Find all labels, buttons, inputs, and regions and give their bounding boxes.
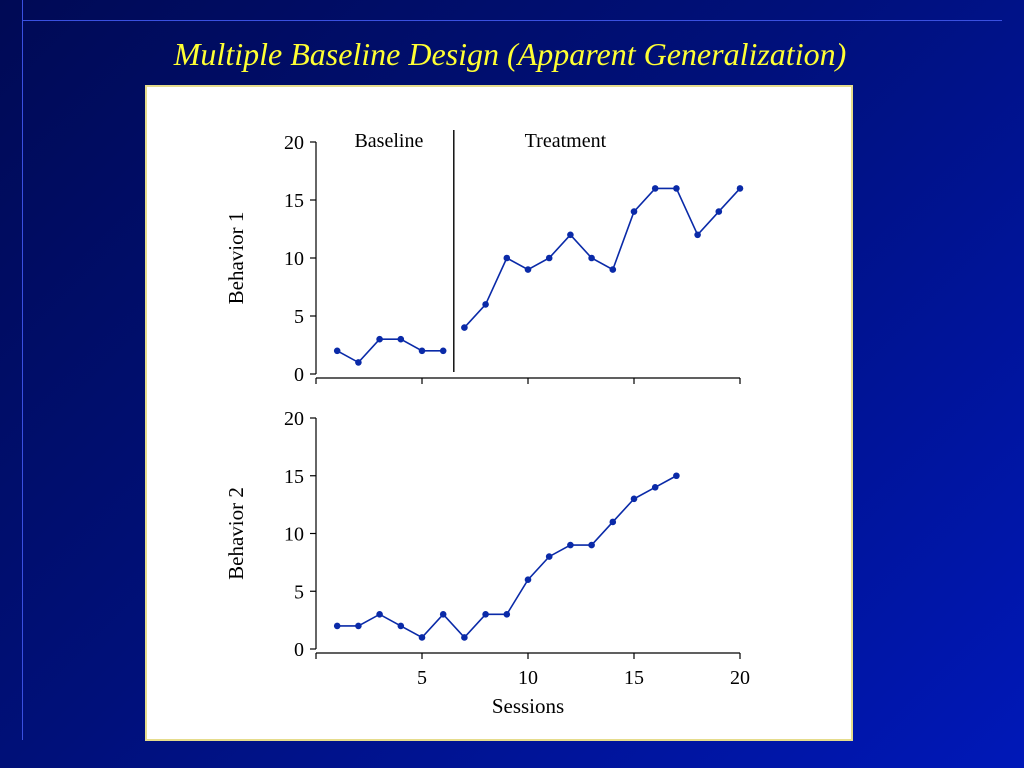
chart-panel: 0 5 10 15 20 Behavior 1 Baseline Treatment 0 5 10 1… <box>145 85 853 741</box>
chart2-y-axis-label: Behavior 2 <box>224 487 248 580</box>
chart2-y-tick-label: 15 <box>284 466 304 488</box>
chart1-y-tick-label: 20 <box>284 132 304 154</box>
chart2-data-point <box>397 622 405 630</box>
slide-title: Multiple Baseline Design (Apparent Gener… <box>173 36 847 72</box>
chart2-data-point <box>609 518 617 526</box>
chart1-y-tick-label: 0 <box>294 364 304 386</box>
chart2-x-axis-label: Sessions <box>492 694 564 718</box>
chart1-series-line <box>463 187 741 329</box>
chart1-data-point <box>588 254 595 262</box>
chart1-data-point <box>651 185 659 192</box>
chart1-data-point <box>545 254 553 262</box>
chart1-data-point <box>736 185 744 192</box>
chart2-data-point <box>503 611 511 618</box>
chart2-y-tick-label: 5 <box>294 581 304 603</box>
chart1-y-tick-label: 10 <box>284 248 304 270</box>
chart2-x-tick-label: 5 <box>417 667 427 689</box>
slide-left-rule <box>22 0 23 740</box>
chart2-data-point <box>651 484 659 491</box>
chart2-data-point <box>673 472 680 480</box>
chart2-data-point <box>355 622 362 630</box>
chart1-data-point <box>418 347 426 355</box>
chart2-data-point <box>439 611 447 618</box>
chart2-data-point <box>545 553 553 560</box>
chart1-phase-label-baseline: Baseline <box>354 130 423 152</box>
chart1-data-point <box>355 359 362 366</box>
chart2-x-tick-label: 10 <box>518 667 538 689</box>
chart1-data-point <box>630 208 638 215</box>
chart1-data-point <box>482 301 489 308</box>
chart1-data-point <box>397 335 405 343</box>
chart2-y-tick-label: 20 <box>284 408 304 430</box>
chart1-data-point <box>333 347 341 355</box>
chart1-data-point <box>694 231 701 239</box>
chart1-data-point <box>567 231 574 239</box>
chart2-y-tick-label: 10 <box>284 524 304 546</box>
chart1-phase-label-treatment: Treatment <box>525 130 607 152</box>
chart2-data-point <box>588 541 595 549</box>
chart1-data-point <box>524 266 532 273</box>
chart2-data-point <box>418 634 426 641</box>
chart1-data-point <box>461 324 468 331</box>
chart2-y-tick-label: 0 <box>294 639 304 661</box>
chart2-data-point <box>524 576 532 583</box>
chart1-data-point <box>503 254 511 262</box>
slide-top-rule <box>22 20 1002 21</box>
chart-svg: 0 5 10 15 20 Behavior 1 Baseline Treatment 0 5 10 1… <box>224 130 750 718</box>
chart1-y-tick-label: 5 <box>294 306 304 328</box>
chart2-data-point <box>567 541 574 549</box>
chart2-x-tick-label: 20 <box>730 667 750 689</box>
chart1-series-line <box>336 338 444 364</box>
chart1-data-point <box>439 347 447 355</box>
chart1-data-point <box>715 208 723 215</box>
chart1-y-axis-label: Behavior 1 <box>224 212 248 305</box>
chart1-data-point <box>673 185 680 192</box>
chart2-data-point <box>482 611 489 618</box>
chart2-x-tick-label: 15 <box>624 667 644 689</box>
chart2-data-point <box>376 611 383 618</box>
chart2-data-point <box>461 634 468 641</box>
chart1-data-point <box>609 266 617 273</box>
chart2-data-point <box>333 622 341 630</box>
chart1-data-point <box>376 335 383 343</box>
chart1-y-tick-label: 15 <box>284 190 304 212</box>
chart2-data-point <box>630 495 638 503</box>
